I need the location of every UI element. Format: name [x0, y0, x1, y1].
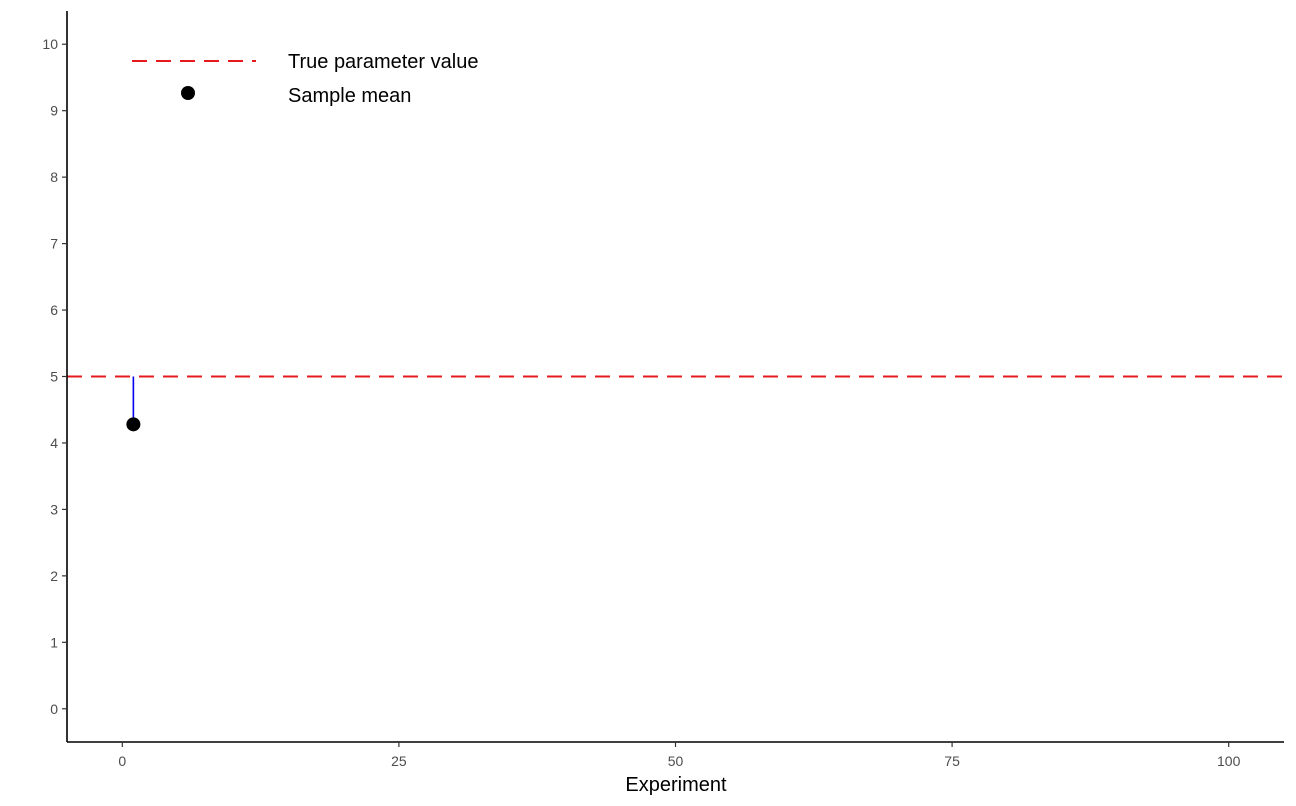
x-tick-label: 75 [944, 753, 960, 769]
y-tick-label: 5 [50, 369, 58, 385]
y-tick-label: 2 [50, 568, 58, 584]
y-tick-label: 4 [50, 435, 58, 451]
x-tick-label: 0 [118, 753, 126, 769]
y-tick-label: 0 [50, 701, 58, 717]
y-tick-label: 1 [50, 634, 58, 650]
legend-label-sample-mean: Sample mean [288, 85, 411, 107]
x-axis-title: Experiment [625, 774, 727, 796]
legend-key-sample-mean [181, 86, 195, 100]
y-tick-label: 8 [50, 169, 58, 185]
x-tick-label: 100 [1217, 753, 1241, 769]
legend: True parameter value Sample mean [132, 51, 478, 107]
y-tick-label: 3 [50, 501, 58, 517]
plot-area [67, 375, 1284, 432]
x-tick-label: 25 [391, 753, 407, 769]
sample-mean-point [126, 417, 141, 432]
x-tick-label: 50 [668, 753, 684, 769]
y-tick-label: 10 [42, 36, 58, 52]
y-tick-label: 9 [50, 103, 58, 119]
y-tick-label: 7 [50, 236, 58, 252]
legend-label-reference-line: True parameter value [288, 51, 478, 73]
y-tick-label: 6 [50, 302, 58, 318]
